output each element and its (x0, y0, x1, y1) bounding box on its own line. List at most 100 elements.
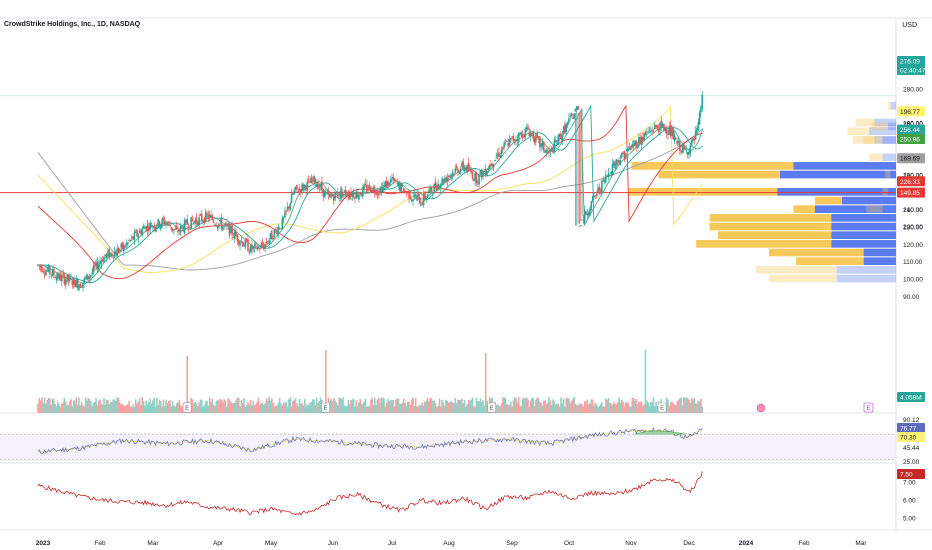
volume-bar (607, 397, 610, 413)
price-tick-label: 130.00 (903, 225, 923, 232)
volume-bar (334, 400, 336, 413)
candle-up (495, 156, 498, 158)
volume-bar (199, 399, 202, 413)
volume-bar (62, 402, 64, 413)
candle-up (329, 194, 331, 197)
candle-down (53, 268, 55, 276)
volume-bar (367, 406, 369, 413)
rsi-tick-label: 25.00 (903, 459, 920, 466)
candle-down (655, 125, 657, 127)
candle-down (436, 185, 438, 191)
volume-profile-up-bar (836, 266, 896, 274)
volume-bar (223, 399, 226, 413)
volume-bar (519, 406, 521, 413)
candle-up (446, 177, 449, 182)
candle-up (439, 184, 442, 189)
candle-up (412, 199, 414, 202)
hline-badge: 149.85 (900, 190, 920, 197)
lower-indicator-line (37, 471, 703, 516)
volume-bar (432, 400, 434, 413)
candle-up (260, 244, 262, 248)
candle-down (417, 193, 420, 196)
candle-down (546, 151, 549, 153)
candle-down (215, 225, 218, 226)
candle-down (622, 153, 624, 155)
candle-up (694, 130, 697, 140)
volume-bar (511, 406, 513, 413)
candle-up (125, 243, 128, 246)
volume-bar (536, 397, 538, 413)
candle-up (573, 113, 575, 120)
volume-bar (549, 400, 552, 413)
volume-bar (414, 397, 417, 413)
candle-up (496, 154, 499, 157)
volume-bar (216, 399, 219, 413)
volume-bar (537, 398, 540, 413)
volume-bar (259, 404, 261, 413)
volume-bar (119, 402, 121, 413)
volume-bar (428, 401, 430, 413)
candle-down (333, 197, 335, 201)
countdown-badge-bg (897, 65, 925, 75)
candle-up (216, 226, 219, 229)
volume-bar (471, 397, 474, 413)
candle-up (643, 133, 645, 141)
candle-up (55, 276, 58, 281)
candle-up (566, 122, 569, 126)
volume-profile-down-bar (793, 205, 815, 214)
candle-up (127, 242, 129, 245)
candle-up (183, 220, 186, 234)
candle-down (41, 266, 43, 272)
candle-down (265, 241, 268, 244)
candle-up (368, 184, 371, 188)
volume-bar (228, 399, 231, 413)
time-axis-label: Mar (855, 540, 867, 547)
volume-bar (99, 399, 101, 413)
candle-up (310, 177, 313, 184)
volume-bar (237, 397, 240, 413)
volume-bar (310, 401, 313, 413)
volume-bar (72, 400, 75, 413)
candle-down (375, 191, 377, 195)
candle-down (657, 129, 660, 133)
volume-bar (644, 350, 647, 413)
volume-bar (63, 397, 66, 413)
volume-bar (280, 403, 282, 413)
volume-bar (478, 401, 480, 413)
volume-bar (245, 404, 248, 413)
candle-up (274, 229, 277, 232)
candle-up (607, 172, 610, 178)
candle-down (305, 185, 307, 191)
volume-bar (206, 400, 208, 413)
candle-up (487, 168, 490, 171)
candle-down (186, 219, 189, 225)
volume-profile-up-bar (863, 248, 896, 257)
candle-down (42, 270, 45, 272)
volume-profile-up-bar (882, 205, 896, 213)
candle-up (294, 186, 297, 190)
candle-up (389, 179, 392, 183)
lower-tick-label: 7.00 (903, 480, 916, 487)
candle-down (533, 137, 536, 143)
volume-bar (299, 403, 302, 413)
volume-bar (463, 399, 466, 413)
volume-bar (330, 398, 332, 413)
candle-up (519, 134, 521, 136)
volume-bar (53, 398, 55, 413)
volume-bar (92, 402, 95, 413)
volume-bar (76, 404, 79, 413)
volume-badge: 4.059M (900, 395, 922, 402)
candle-up (479, 170, 482, 174)
volume-bar (130, 406, 133, 413)
candle-up (208, 214, 211, 218)
volume-bar (215, 401, 218, 413)
volume-bar (635, 398, 638, 413)
volume-profile-down-bar (887, 102, 891, 110)
candle-down (226, 223, 228, 226)
candle-down (447, 175, 450, 177)
volume-bar (170, 406, 173, 413)
candle-down (639, 137, 641, 144)
volume-bar (418, 404, 421, 413)
candle-down (331, 193, 334, 197)
